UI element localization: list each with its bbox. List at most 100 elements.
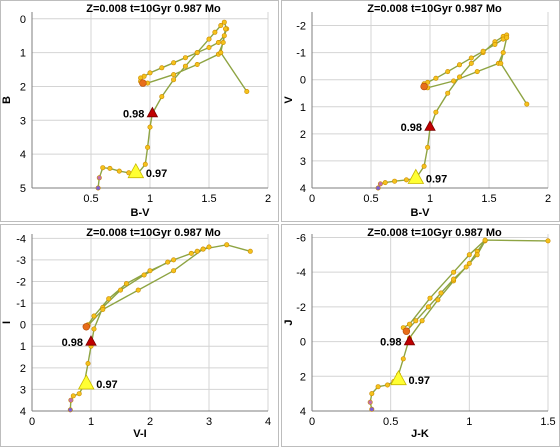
y-tick-label: 2 (300, 371, 306, 383)
isochrone-point (123, 281, 129, 287)
x-axis-label: B-V (131, 207, 151, 219)
y-axis-label: J (283, 319, 295, 325)
x-axis-label: B-V (411, 207, 431, 219)
x-tick-label: 3 (206, 416, 212, 428)
x-tick-label: 2 (545, 193, 551, 205)
y-tick-label: 4 (20, 149, 26, 161)
isochrone-point (147, 124, 153, 130)
marker-098-label: 0.98 (380, 337, 401, 349)
isochrone-point (480, 48, 486, 54)
isochrone-point (445, 69, 451, 75)
isochrone-point (107, 165, 113, 171)
isochrone-point (466, 252, 472, 258)
isochrone-point (369, 391, 375, 397)
isochrone-point (212, 29, 218, 35)
y-tick-label: 3 (300, 156, 306, 168)
chart-title: Z=0.008 t=10Gyr 0.987 Mo (367, 3, 502, 15)
x-tick-label: 1.5 (540, 416, 555, 428)
isochrone-point (367, 399, 373, 405)
y-tick-label: 1 (20, 48, 26, 60)
isochrone-point (85, 360, 91, 366)
x-tick-label: 1 (466, 416, 472, 428)
isochrone-point (438, 290, 444, 296)
isochrone-point (145, 144, 151, 150)
isochrone-point (468, 60, 474, 66)
isochrone-point (67, 407, 73, 413)
chart-title: Z=0.008 t=10Gyr 0.987 Mo (86, 227, 221, 239)
isochrone-point (400, 356, 406, 362)
isochrone-point (382, 180, 388, 186)
isochrone-point (421, 163, 427, 169)
y-tick-label: -2 (296, 302, 306, 314)
marker-098-triangle (146, 106, 159, 118)
y-tick-label: -3 (16, 255, 26, 267)
isochrone-point (468, 55, 474, 61)
y-tick-label: 0 (300, 337, 306, 349)
y-tick-label: 4 (300, 406, 306, 418)
isochrone-point (147, 268, 153, 274)
isochrone-point (223, 26, 229, 32)
x-tick-label: 1.5 (201, 193, 216, 205)
y-tick-label: 0 (300, 75, 306, 87)
isochrone-point (200, 246, 206, 252)
isochrone-point (171, 77, 177, 83)
isochrone-line (97, 20, 248, 189)
panel-frame (281, 224, 560, 447)
isochrone-point (68, 397, 74, 403)
isochrone-point (141, 272, 147, 278)
y-axis-label: I (1, 321, 13, 324)
panel-frame (281, 0, 560, 222)
isochrone-point (220, 39, 226, 45)
isochrone-point (244, 89, 250, 95)
isochrone-point (218, 50, 224, 56)
isochrone-point (375, 384, 381, 390)
isochrone-point (375, 185, 381, 191)
isochrone-point (524, 101, 530, 107)
x-tick-label: 2 (265, 193, 271, 205)
isochrone-point (159, 94, 165, 100)
isochrone-point (206, 36, 212, 42)
isochrone-point (215, 39, 221, 45)
isochrone-point (498, 60, 504, 66)
isochrone-point (451, 78, 457, 84)
isochrone-point (545, 238, 551, 244)
x-tick-label: 0 (29, 416, 35, 428)
isochrone-point (406, 321, 412, 327)
isochrone-point (482, 237, 488, 243)
isochrone-point (377, 181, 383, 187)
isochrone-point (492, 41, 498, 47)
isochrone-point (474, 69, 480, 75)
isochrone-point (433, 109, 439, 115)
y-tick-label: 4 (300, 183, 306, 195)
y-tick-label: 4 (20, 406, 26, 418)
isochrone-point (96, 175, 102, 181)
marker-098-triangle (403, 334, 416, 346)
x-tick-label: 0.5 (83, 193, 98, 205)
marker-097-label: 0.97 (409, 375, 430, 387)
y-tick-label: -4 (16, 233, 26, 245)
marker-098-label: 0.98 (123, 109, 144, 121)
marker-097-label: 0.97 (146, 168, 167, 180)
isochrone-point (182, 63, 188, 69)
isochrone-point (100, 165, 106, 171)
isochrone-point (466, 260, 472, 266)
isochrone-point (76, 391, 82, 397)
y-tick-label: -1 (16, 298, 26, 310)
isochrone-point (171, 60, 177, 66)
isochrone-point (165, 259, 171, 265)
isochrone-point (413, 318, 419, 324)
marker-097-triangle (390, 369, 407, 386)
clump-point (82, 323, 91, 331)
panel-1: 0 1 2 3 4 5 0.5 1 1.5 2 Z=0.008 t=10Gyr 0.987 Mo B-… (0, 0, 279, 222)
isochrone-point (433, 75, 439, 81)
isochrone-point (425, 144, 431, 150)
isochrone-point (384, 382, 390, 388)
x-tick-label: 1 (88, 416, 94, 428)
clump-point (402, 327, 411, 335)
isochrone-point (194, 248, 200, 254)
isochrone-point (70, 393, 76, 399)
chart-title: Z=0.008 t=10Gyr 0.987 Mo (86, 3, 221, 15)
isochrone-point (218, 22, 224, 28)
